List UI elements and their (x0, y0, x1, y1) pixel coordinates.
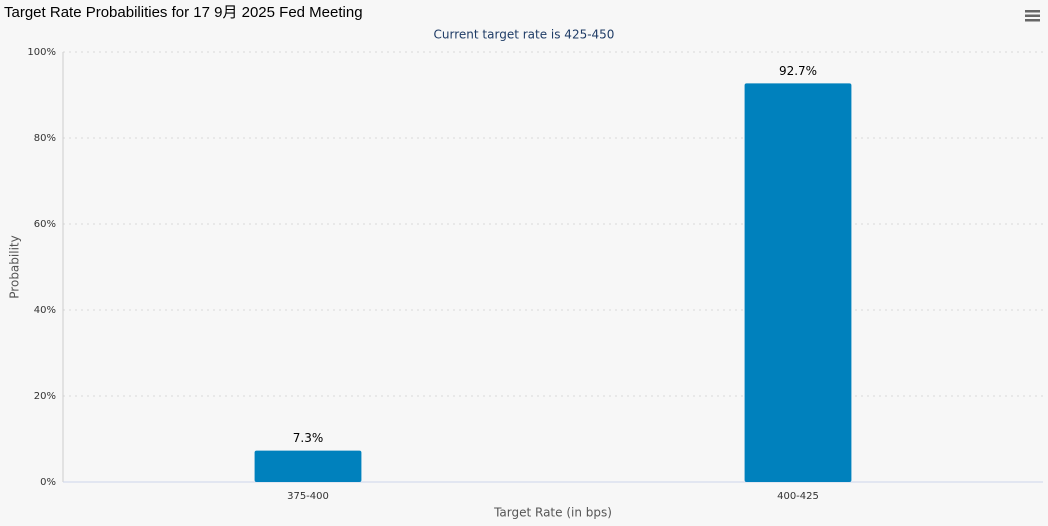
x-axis-label: Target Rate (in bps) (493, 506, 612, 520)
chart-title: Target Rate Probabilities for 17 9月 2025… (4, 4, 363, 21)
y-tick-label: 100% (27, 47, 56, 58)
y-tick-label: 20% (34, 391, 56, 402)
y-tick-label: 40% (34, 305, 56, 316)
menu-bar[interactable] (1025, 14, 1040, 18)
y-tick-label: 80% (34, 133, 56, 144)
menu-bar[interactable] (1025, 10, 1040, 13)
x-tick-label: 400-425 (777, 491, 819, 502)
chart-subtitle: Current target rate is 425-450 (434, 28, 615, 42)
data-label: 92.7% (779, 64, 817, 78)
y-tick-label: 60% (34, 219, 56, 230)
y-axis-label: Probability (8, 235, 22, 298)
x-tick-label: 375-400 (287, 491, 329, 502)
y-tick-label: 0% (40, 477, 56, 488)
bar (744, 83, 852, 482)
bar (254, 450, 362, 482)
menu-button[interactable] (1025, 10, 1040, 22)
data-label: 7.3% (293, 431, 324, 445)
menu-bar[interactable] (1025, 19, 1040, 22)
